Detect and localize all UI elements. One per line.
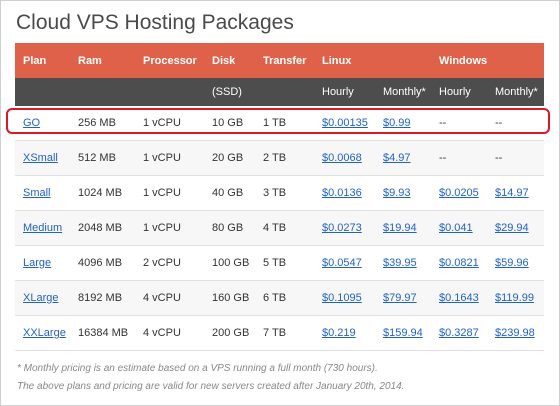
- windows-monthly-link[interactable]: $239.98: [495, 327, 535, 339]
- processor-value: 2 vCPU: [143, 257, 181, 269]
- linux-hourly-link[interactable]: $0.1095: [322, 292, 362, 304]
- ram-value: 4096 MB: [78, 257, 123, 269]
- ram-value: 1024 MB: [78, 187, 123, 199]
- col-subheader-ssd: (SSD): [212, 86, 242, 98]
- page-title: Cloud VPS Hosting Packages: [16, 11, 294, 34]
- linux-hourly-link[interactable]: $0.0136: [322, 187, 362, 199]
- footnote-monthly-pricing: * Monthly pricing is an estimate based o…: [17, 363, 378, 374]
- col-subheader-linux-hourly: Hourly: [322, 86, 354, 98]
- processor-value: 1 vCPU: [143, 222, 181, 234]
- table-row: XSmall 512 MB 1 vCPU 20 GB 2 TB $0.0068 …: [15, 141, 544, 176]
- ram-value: 256 MB: [78, 117, 116, 129]
- col-header-ram: Ram: [78, 55, 102, 67]
- footnote-validity: The above plans and pricing are valid fo…: [17, 381, 405, 392]
- col-header-processor: Processor: [143, 55, 197, 67]
- windows-hourly-link[interactable]: $0.3287: [439, 327, 479, 339]
- plan-link-xlarge[interactable]: XLarge: [23, 292, 59, 304]
- disk-value: 200 GB: [212, 327, 250, 339]
- pricing-table: Plan Ram Processor Disk Transfer Linux W…: [15, 43, 544, 351]
- plan-link-xsmall[interactable]: XSmall: [23, 152, 58, 164]
- windows-monthly-link[interactable]: $29.94: [495, 222, 529, 234]
- linux-monthly-link[interactable]: $79.97: [383, 292, 417, 304]
- linux-hourly-link[interactable]: $0.219: [322, 327, 356, 339]
- plan-link-medium[interactable]: Medium: [23, 222, 63, 234]
- linux-monthly-link[interactable]: $39.95: [383, 257, 417, 269]
- disk-value: 100 GB: [212, 257, 250, 269]
- col-subheader-windows-monthly: Monthly*: [495, 86, 538, 98]
- transfer-value: 7 TB: [263, 327, 287, 339]
- windows-monthly-link[interactable]: $14.97: [495, 187, 529, 199]
- plan-link-large[interactable]: Large: [23, 257, 52, 269]
- windows-hourly-link[interactable]: $0.0821: [439, 257, 479, 269]
- transfer-value: 6 TB: [263, 292, 287, 304]
- table-row: XXLarge 16384 MB 4 vCPU 200 GB 7 TB $0.2…: [15, 316, 544, 351]
- plan-link-small[interactable]: Small: [23, 187, 51, 199]
- windows-hourly-value: --: [439, 152, 447, 164]
- disk-value: 80 GB: [212, 222, 244, 234]
- linux-monthly-link[interactable]: $9.93: [383, 187, 411, 199]
- linux-monthly-link[interactable]: $0.99: [383, 117, 411, 129]
- transfer-value: 5 TB: [263, 257, 287, 269]
- col-header-transfer: Transfer: [263, 55, 307, 67]
- col-subheader-linux-monthly: Monthly*: [383, 86, 426, 98]
- transfer-value: 2 TB: [263, 152, 287, 164]
- linux-monthly-link[interactable]: $4.97: [383, 152, 411, 164]
- table-row: Small 1024 MB 1 vCPU 40 GB 3 TB $0.0136 …: [15, 176, 544, 211]
- linux-hourly-link[interactable]: $0.0273: [322, 222, 362, 234]
- linux-hourly-link[interactable]: $0.0547: [322, 257, 362, 269]
- table-row: Medium 2048 MB 1 vCPU 80 GB 4 TB $0.0273…: [15, 211, 544, 246]
- ram-value: 8192 MB: [78, 292, 123, 304]
- windows-hourly-link[interactable]: $0.041: [439, 222, 473, 234]
- transfer-value: 4 TB: [263, 222, 287, 234]
- windows-monthly-value: --: [495, 117, 503, 129]
- linux-monthly-link[interactable]: $19.94: [383, 222, 417, 234]
- linux-monthly-link[interactable]: $159.94: [383, 327, 423, 339]
- table-row: GO 256 MB 1 vCPU 10 GB 1 TB $0.00135 $0.…: [15, 106, 544, 141]
- windows-hourly-link[interactable]: $0.0205: [439, 187, 479, 199]
- table-row: Large 4096 MB 2 vCPU 100 GB 5 TB $0.0547…: [15, 246, 544, 281]
- transfer-value: 3 TB: [263, 187, 287, 199]
- ram-value: 16384 MB: [78, 327, 129, 339]
- table-header-row: Plan Ram Processor Disk Transfer Linux W…: [15, 43, 544, 78]
- transfer-value: 1 TB: [263, 117, 287, 129]
- processor-value: 4 vCPU: [143, 327, 181, 339]
- windows-monthly-value: --: [495, 152, 503, 164]
- processor-value: 4 vCPU: [143, 292, 181, 304]
- disk-value: 10 GB: [212, 117, 244, 129]
- disk-value: 20 GB: [212, 152, 244, 164]
- linux-hourly-link[interactable]: $0.00135: [322, 117, 368, 129]
- ram-value: 512 MB: [78, 152, 116, 164]
- col-subheader-windows-hourly: Hourly: [439, 86, 471, 98]
- disk-value: 160 GB: [212, 292, 250, 304]
- disk-value: 40 GB: [212, 187, 244, 199]
- col-header-linux: Linux: [322, 55, 352, 67]
- col-header-windows: Windows: [439, 55, 488, 67]
- windows-monthly-link[interactable]: $59.96: [495, 257, 529, 269]
- plan-link-go[interactable]: GO: [23, 117, 41, 129]
- linux-hourly-link[interactable]: $0.0068: [322, 152, 362, 164]
- windows-hourly-link[interactable]: $0.1643: [439, 292, 479, 304]
- table-row: XLarge 8192 MB 4 vCPU 160 GB 6 TB $0.109…: [15, 281, 544, 316]
- windows-monthly-link[interactable]: $119.99: [495, 292, 534, 304]
- processor-value: 1 vCPU: [143, 117, 181, 129]
- processor-value: 1 vCPU: [143, 152, 181, 164]
- col-header-disk: Disk: [212, 55, 236, 67]
- ram-value: 2048 MB: [78, 222, 123, 234]
- col-header-plan: Plan: [23, 55, 47, 67]
- processor-value: 1 vCPU: [143, 187, 181, 199]
- windows-hourly-value: --: [439, 117, 447, 129]
- table-subheader-row: (SSD) Hourly Monthly* Hourly Monthly*: [15, 78, 544, 106]
- plan-link-xxlarge[interactable]: XXLarge: [23, 327, 66, 339]
